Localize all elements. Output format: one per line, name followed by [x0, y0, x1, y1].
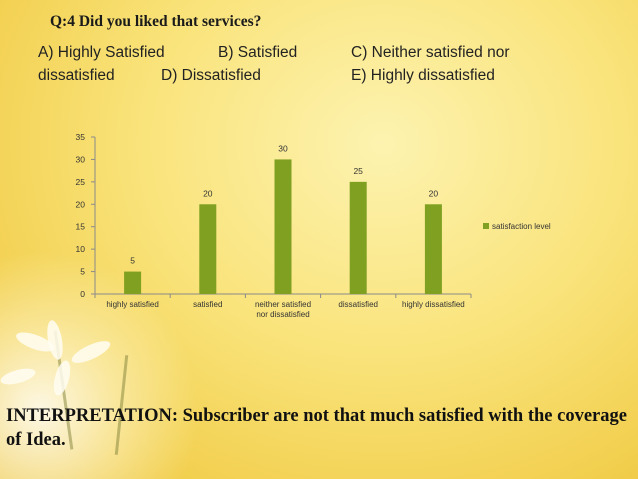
option-d: D) Dissatisfied	[161, 67, 261, 84]
interpretation: INTERPRETATION: Subscriber are not that …	[6, 404, 631, 452]
y-tick-label: 25	[76, 177, 86, 187]
bar-1	[124, 271, 142, 294]
y-tick-label: 10	[76, 244, 86, 254]
x-category-label: neither satisfied	[255, 300, 311, 309]
legend-swatch	[483, 223, 489, 229]
option-a: A) Highly Satisfied	[38, 44, 165, 61]
x-category-label: satisfied	[193, 300, 222, 309]
option-c: C) Neither satisfied nor	[351, 44, 510, 61]
legend-label: satisfaction level	[492, 222, 551, 231]
background-glow	[0, 250, 200, 479]
y-tick-label: 30	[76, 154, 86, 164]
interpretation-text: Subscriber are not that much satisfied w…	[6, 406, 627, 450]
bar-3	[274, 159, 292, 294]
x-category-label: dissatisfied	[338, 300, 378, 309]
bar-value-label: 20	[203, 188, 213, 198]
bar-value-label: 20	[429, 188, 439, 198]
x-category-label: highly dissatisfied	[402, 300, 465, 309]
option-b: B) Satisfied	[218, 44, 298, 61]
x-category-label: nor dissatisfied	[256, 310, 309, 319]
bar-2	[199, 204, 217, 294]
x-category-label: highly satisfied	[106, 300, 158, 309]
y-tick-label: 35	[76, 132, 86, 142]
bar-value-label: 5	[130, 256, 135, 266]
y-tick-label: 15	[76, 222, 86, 232]
option-e: E) Highly dissatisfied	[351, 67, 495, 84]
option-c-continued: dissatisfied	[38, 67, 115, 84]
question-title: Q:4 Did you liked that services?	[50, 13, 262, 30]
y-tick-label: 5	[80, 267, 85, 277]
bar-value-label: 25	[353, 166, 363, 176]
bar-5	[424, 204, 442, 294]
bar-value-label: 30	[278, 143, 288, 153]
y-tick-label: 20	[76, 199, 86, 209]
bar-4	[349, 181, 367, 294]
y-tick-label: 0	[80, 289, 85, 299]
interpretation-label: INTERPRETATION:	[6, 406, 179, 426]
